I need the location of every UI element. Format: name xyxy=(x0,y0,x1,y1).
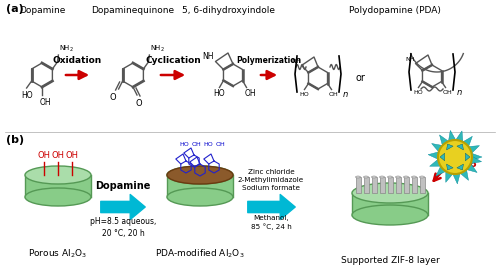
Text: OH: OH xyxy=(215,142,225,147)
Ellipse shape xyxy=(372,176,376,178)
Ellipse shape xyxy=(356,176,360,178)
Text: NH$_2$: NH$_2$ xyxy=(60,44,74,54)
Text: OH: OH xyxy=(328,91,338,96)
Ellipse shape xyxy=(167,188,233,206)
Text: Oxidation: Oxidation xyxy=(53,56,102,65)
Text: ZIF-8: ZIF-8 xyxy=(448,159,478,169)
Ellipse shape xyxy=(25,188,91,206)
Polygon shape xyxy=(456,131,463,142)
Text: OH: OH xyxy=(38,151,51,160)
Text: HO: HO xyxy=(203,142,213,147)
Text: Polydopamine (PDA): Polydopamine (PDA) xyxy=(349,6,441,15)
Polygon shape xyxy=(463,136,472,147)
Text: Dopaminequinone: Dopaminequinone xyxy=(92,6,174,15)
Ellipse shape xyxy=(25,166,91,184)
Text: Dopamine: Dopamine xyxy=(96,181,150,191)
Text: Polymerization: Polymerization xyxy=(236,56,302,65)
Text: OH: OH xyxy=(244,90,256,98)
Polygon shape xyxy=(453,173,460,184)
Text: NH: NH xyxy=(202,52,213,61)
Polygon shape xyxy=(468,146,479,153)
Text: HO: HO xyxy=(414,90,423,95)
Polygon shape xyxy=(380,177,384,193)
Text: HO: HO xyxy=(214,90,225,98)
Polygon shape xyxy=(466,153,470,161)
Polygon shape xyxy=(364,177,368,193)
Text: NH: NH xyxy=(291,59,300,64)
Polygon shape xyxy=(412,177,416,193)
Polygon shape xyxy=(167,175,233,197)
Polygon shape xyxy=(466,163,477,172)
Text: OH: OH xyxy=(52,151,64,160)
Ellipse shape xyxy=(167,166,233,184)
Text: PDA-modified Al$_2$O$_3$: PDA-modified Al$_2$O$_3$ xyxy=(155,248,245,260)
Polygon shape xyxy=(428,152,439,159)
Text: Cyclication: Cyclication xyxy=(145,56,201,65)
Polygon shape xyxy=(25,175,91,197)
Polygon shape xyxy=(352,193,428,215)
Ellipse shape xyxy=(352,183,428,203)
Text: OH: OH xyxy=(66,151,78,160)
Ellipse shape xyxy=(420,176,424,178)
Circle shape xyxy=(438,140,472,174)
Text: HO: HO xyxy=(22,91,33,100)
Polygon shape xyxy=(372,177,376,193)
Text: OH: OH xyxy=(442,90,452,95)
Ellipse shape xyxy=(388,176,392,178)
Text: Supported ZIF-8 layer: Supported ZIF-8 layer xyxy=(340,256,440,265)
Polygon shape xyxy=(446,164,453,170)
Polygon shape xyxy=(446,144,453,150)
Ellipse shape xyxy=(352,205,428,225)
Polygon shape xyxy=(420,177,424,193)
Text: OH: OH xyxy=(40,98,52,107)
Polygon shape xyxy=(460,170,468,180)
Polygon shape xyxy=(440,153,444,161)
Text: n: n xyxy=(343,90,348,99)
Polygon shape xyxy=(404,177,408,193)
Ellipse shape xyxy=(404,176,408,178)
Polygon shape xyxy=(448,130,456,141)
Text: NH: NH xyxy=(405,57,414,62)
Polygon shape xyxy=(440,135,448,146)
Text: 5, 6-dihydroxyindole: 5, 6-dihydroxyindole xyxy=(182,6,274,15)
Ellipse shape xyxy=(412,176,416,178)
Text: Dopamine: Dopamine xyxy=(19,6,65,15)
Polygon shape xyxy=(388,177,392,193)
Text: (a): (a) xyxy=(6,4,24,14)
Polygon shape xyxy=(457,164,464,170)
Text: NH$_2$: NH$_2$ xyxy=(150,44,166,54)
Polygon shape xyxy=(432,143,442,152)
Polygon shape xyxy=(436,166,446,176)
Text: (b): (b) xyxy=(6,135,24,145)
Polygon shape xyxy=(472,153,482,161)
Ellipse shape xyxy=(364,176,368,178)
Text: n: n xyxy=(457,88,462,97)
Polygon shape xyxy=(356,177,360,193)
Text: OH: OH xyxy=(191,142,201,147)
Polygon shape xyxy=(430,159,440,166)
Polygon shape xyxy=(470,156,482,163)
Ellipse shape xyxy=(396,176,400,178)
Ellipse shape xyxy=(167,166,233,184)
Ellipse shape xyxy=(380,176,384,178)
Text: pH=8.5 aqueous,
20 °C, 20 h: pH=8.5 aqueous, 20 °C, 20 h xyxy=(90,217,156,238)
Polygon shape xyxy=(457,144,464,150)
Text: HO: HO xyxy=(179,142,189,147)
Polygon shape xyxy=(396,177,400,193)
Polygon shape xyxy=(446,171,453,182)
Text: HO: HO xyxy=(300,91,309,96)
Text: O: O xyxy=(136,99,142,108)
Text: Methanol,
85 °C, 24 h: Methanol, 85 °C, 24 h xyxy=(250,215,292,230)
Text: O: O xyxy=(110,93,116,102)
Text: Zinc chloride
2-Methylimidazole
Sodium formate: Zinc chloride 2-Methylimidazole Sodium f… xyxy=(238,170,304,191)
Text: or: or xyxy=(355,73,365,83)
Text: Porous Al$_2$O$_3$: Porous Al$_2$O$_3$ xyxy=(28,248,88,260)
